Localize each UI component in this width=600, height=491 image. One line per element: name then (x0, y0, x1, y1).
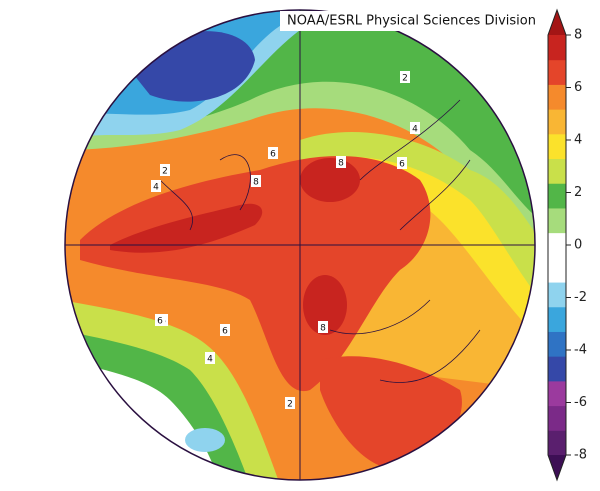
colorbar-extend (548, 455, 566, 480)
contour-label: 8 (253, 178, 259, 188)
contour-label-box (155, 314, 165, 326)
credit-box (280, 11, 530, 31)
colorbar-band (548, 109, 566, 135)
colorbar-band (548, 183, 566, 209)
colorbar-band (548, 306, 566, 332)
contour-label: 6 (270, 150, 276, 160)
colorbar-band (548, 405, 566, 431)
colorbar-band (548, 158, 566, 184)
contour-label-box (410, 122, 420, 134)
colorbar-band (548, 356, 566, 382)
contour-label-box (151, 180, 161, 192)
colorbar-tick-label: -8 (574, 448, 587, 463)
anomaly-field (65, 10, 535, 480)
colorbar-band (548, 207, 566, 234)
colorbar-band (548, 232, 566, 258)
contour-label: 6 (222, 327, 228, 337)
contour-label: 6 (399, 160, 405, 170)
coastlines (159, 99, 481, 383)
colorbar: -8 -6 -4 -2 0 2 4 6 8 (547, 8, 587, 482)
colorbar-band (548, 133, 566, 160)
contour-label-box (285, 397, 295, 409)
contour-label: 8 (338, 159, 344, 169)
contour-label: 2 (162, 167, 168, 177)
colorbar-band (548, 380, 566, 407)
colorbar-band (548, 430, 566, 456)
colorbar-tick-label: -6 (574, 395, 587, 410)
colorbar-extend (548, 10, 566, 35)
contour-label: 6 (157, 317, 163, 327)
contour-label-box (336, 156, 346, 168)
contour-labels: 24688642686426 (151, 71, 420, 410)
colorbar-tick-label: -4 (574, 343, 587, 358)
contour-label-box (251, 175, 261, 187)
credit: NOAA/ESRL Physical Sciences Division (287, 14, 536, 29)
colorbar-band (548, 257, 566, 283)
contour-label: 4 (207, 355, 213, 365)
map-border (64, 9, 536, 481)
contour-label: 2 (287, 400, 293, 410)
colorbar-band (548, 35, 566, 61)
contour-label-box (397, 157, 407, 169)
colorbar-band (548, 59, 566, 85)
contour-label-box (160, 164, 170, 176)
contour-label: 2 (402, 74, 408, 84)
colorbar-band (548, 84, 566, 110)
colorbar-tick-label: 4 (574, 133, 582, 148)
colorbar-tick-label: 2 (574, 185, 582, 200)
colorbar-band (548, 282, 566, 308)
colorbar-tick-label: 8 (574, 28, 582, 43)
colorbar-tick-label: 0 (574, 238, 582, 253)
colorbar-band (548, 331, 566, 357)
contour-label-box (268, 147, 278, 159)
colorbar-tick-label: 6 (574, 80, 582, 95)
contour-label: 4 (412, 125, 418, 135)
contour-label-box (400, 71, 410, 83)
contour-label-box (205, 352, 215, 364)
contour-label-box (220, 324, 230, 336)
contour-label: 4 (153, 183, 159, 193)
contour-label: 8 (320, 324, 326, 334)
contour-label-box (318, 321, 328, 333)
colorbar-tick-label: -2 (574, 290, 587, 305)
